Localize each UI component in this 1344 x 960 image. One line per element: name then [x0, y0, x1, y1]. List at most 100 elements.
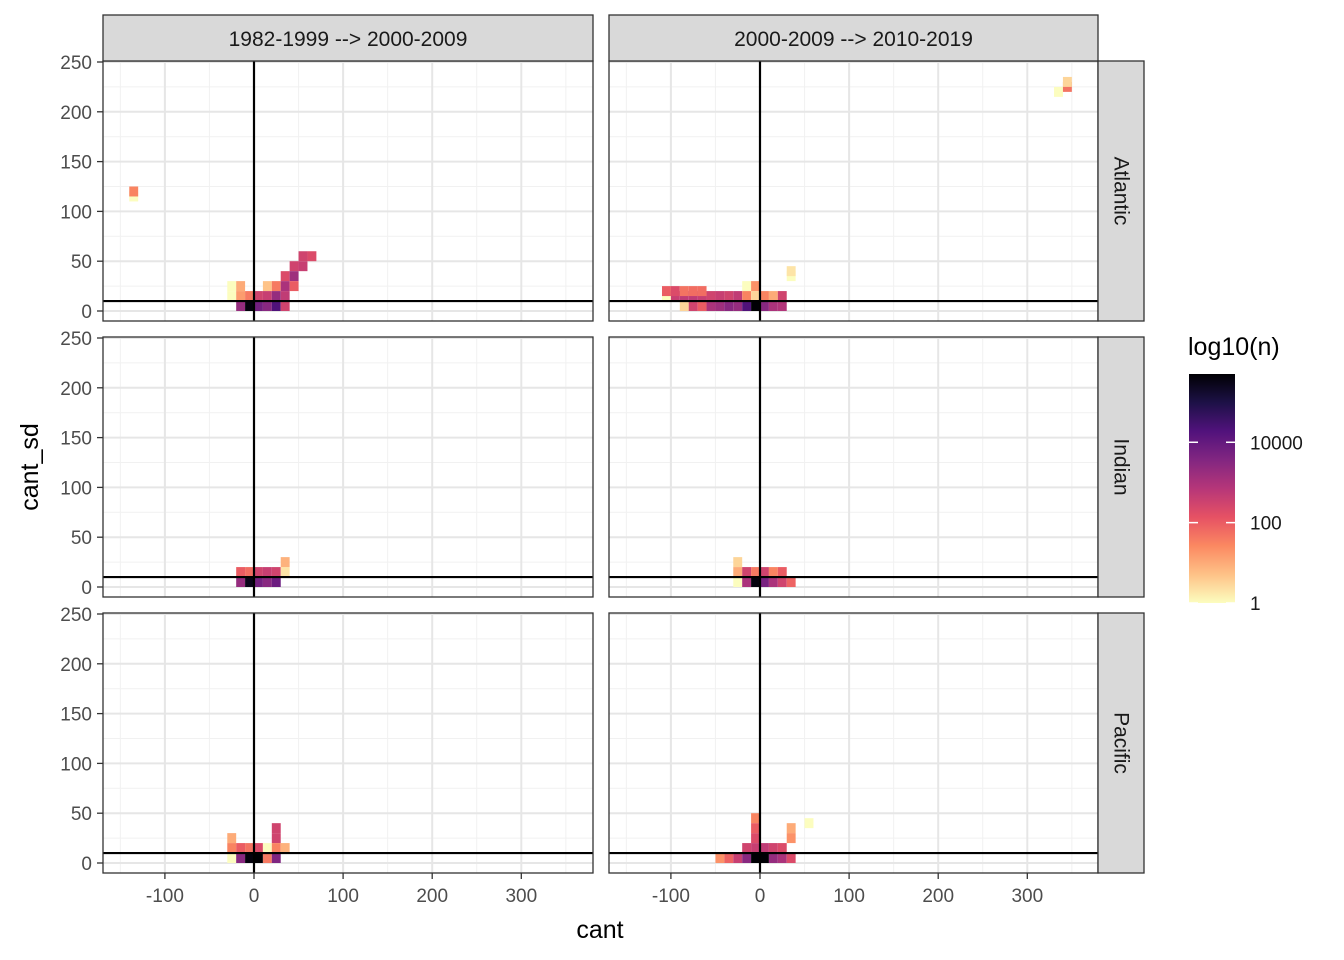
heatmap-bin	[262, 567, 272, 578]
heatmap-bin	[733, 567, 743, 578]
heatmap-bin	[777, 853, 787, 863]
heatmap-bin	[724, 291, 734, 302]
heatmap-bin	[688, 286, 698, 297]
heatmap-bin	[751, 281, 760, 292]
heatmap-bin	[236, 577, 246, 587]
heatmap-bin	[760, 567, 769, 578]
heatmap-bin	[280, 557, 290, 568]
heatmap-bin	[715, 301, 725, 311]
x-tick-label: 100	[833, 886, 865, 907]
y-axis-title: cant_sd	[16, 423, 44, 511]
heatmap-bin	[254, 567, 263, 578]
heatmap-bin	[271, 843, 281, 854]
reference-lines-layer	[103, 61, 1098, 873]
heatmap-bin	[271, 823, 281, 834]
heatmap-bin	[777, 291, 787, 302]
heatmap-bin	[679, 286, 689, 297]
y-tick-label: 100	[60, 478, 92, 499]
y-tick-label: 50	[71, 804, 92, 825]
heatmap-bin	[236, 301, 246, 311]
heatmap-bin	[227, 853, 237, 863]
heatmap-bin	[768, 291, 778, 302]
heatmap-bin	[786, 266, 796, 277]
heatmap-bin	[706, 291, 716, 302]
heatmap-bin	[742, 843, 752, 854]
heatmap-bin	[236, 281, 246, 292]
heatmap-bin	[742, 853, 752, 863]
heatmap-bin	[254, 843, 263, 854]
heatmap-bin	[262, 853, 272, 863]
y-tick-label: 150	[60, 429, 92, 450]
y-tick-label: 0	[81, 854, 92, 875]
heatmap-bin	[742, 567, 752, 578]
heatmap-bin	[751, 853, 760, 863]
heatmap-bin	[254, 577, 263, 587]
x-tick-label: 0	[755, 886, 766, 907]
heatmap-bin	[786, 823, 796, 834]
heatmap-bin	[670, 286, 680, 297]
heatmap-bin	[751, 301, 760, 311]
heatmap-bin	[804, 818, 814, 829]
x-tick-label: 200	[416, 886, 448, 907]
heatmap-bin	[760, 301, 769, 311]
heatmap-bin	[254, 301, 263, 311]
y-tick-label: 250	[60, 53, 92, 74]
heatmap-bin	[262, 843, 272, 854]
heatmap-bin	[768, 843, 778, 854]
y-tick-label: 200	[60, 655, 92, 676]
heatmap-bin	[236, 567, 246, 578]
heatmap-bin	[786, 577, 796, 587]
heatmap-bin	[786, 271, 796, 282]
bins-layer	[129, 76, 1072, 863]
heatmap-bin	[227, 281, 237, 292]
heatmap-bin	[262, 281, 272, 292]
heatmap-bin	[751, 843, 760, 854]
heatmap-bin	[254, 291, 263, 302]
heatmap-bin	[245, 301, 254, 311]
heatmap-bin	[733, 557, 743, 568]
heatmap-bin	[760, 843, 769, 854]
heatmap-bin	[742, 301, 752, 311]
heatmap-bin	[688, 301, 698, 311]
heatmap-bin	[227, 843, 237, 854]
x-tick-label: 300	[505, 886, 537, 907]
x-tick-label: 100	[327, 886, 359, 907]
heatmap-bin	[706, 301, 716, 311]
row-strip	[1097, 612, 1145, 874]
heatmap-bin	[236, 291, 246, 302]
heatmap-bin	[245, 577, 254, 587]
col-strip-label: 1982-1999 --> 2000-2009	[229, 28, 468, 51]
heatmap-bin	[245, 291, 254, 302]
heatmap-bin	[254, 853, 263, 863]
heatmap-bin	[733, 301, 743, 311]
y-tick-label: 50	[71, 528, 92, 549]
heatmap-bin	[271, 567, 281, 578]
heatmap-bin	[760, 577, 769, 587]
heatmap-bin	[1054, 86, 1063, 97]
heatmap-bin	[262, 577, 272, 587]
heatmap-bin	[777, 843, 787, 854]
y-tick-label: 100	[60, 202, 92, 223]
panel-bins-atlantic-1	[129, 186, 317, 311]
heatmap-bin	[262, 301, 272, 311]
legend-break-label: 1	[1250, 594, 1261, 615]
heatmap-bin	[280, 301, 290, 311]
heatmap-bin	[280, 843, 290, 854]
heatmap-bin	[768, 577, 778, 587]
heatmap-bin	[777, 567, 787, 578]
heatmap-bin	[742, 281, 752, 292]
heatmap-bin	[227, 833, 237, 844]
heatmap-bin	[777, 577, 787, 587]
panel-background	[609, 613, 1098, 873]
x-tick-label: 0	[249, 886, 260, 907]
y-tick-label: 0	[81, 578, 92, 599]
heatmap-bin	[724, 853, 734, 863]
heatmap-bin	[786, 853, 796, 863]
heatmap-bin	[298, 251, 308, 262]
x-axis-title: cant	[576, 916, 623, 944]
y-tick-label: 250	[60, 329, 92, 350]
heatmap-bin	[661, 286, 671, 297]
heatmap-bin	[289, 281, 299, 292]
x-tick-label: 300	[1011, 886, 1043, 907]
